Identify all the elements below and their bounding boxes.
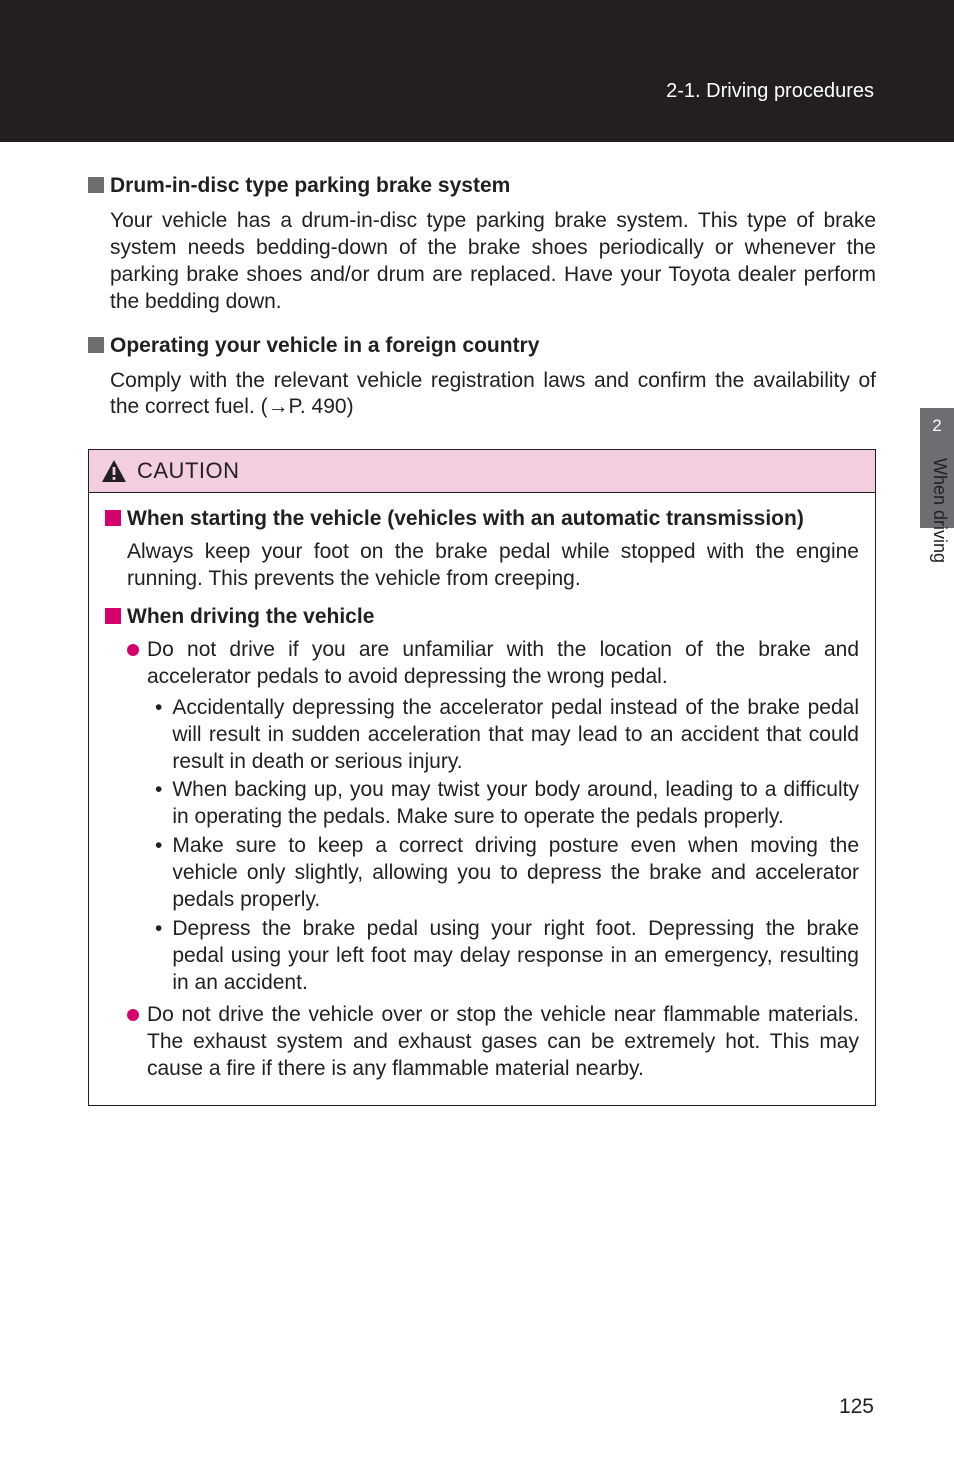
sub-item-text: Make sure to keep a correct driving post… — [172, 833, 859, 914]
section-title: Operating your vehicle in a foreign coun… — [110, 334, 539, 358]
caution-box: CAUTION When starting the vehicle (vehic… — [88, 449, 876, 1106]
caution-paragraph: Always keep your foot on the brake pedal… — [127, 539, 859, 593]
caution-label: CAUTION — [137, 458, 240, 484]
section-title: Drum-in-disc type parking brake system — [110, 174, 510, 198]
bullet-item: Do not drive if you are unfamiliar with … — [127, 637, 859, 691]
bullet-text: Do not drive if you are unfamiliar with … — [147, 637, 859, 691]
square-marker-icon — [105, 510, 121, 526]
section-paragraph: Comply with the relevant vehicle registr… — [110, 368, 876, 422]
caution-section-title: When driving the vehicle — [127, 605, 374, 629]
section-paragraph: Your vehicle has a drum-in-disc type par… — [110, 208, 876, 316]
caution-header: CAUTION — [89, 450, 875, 493]
sub-item: • Depress the brake pedal using your rig… — [155, 916, 859, 997]
breadcrumb: 2-1. Driving procedures — [666, 80, 874, 103]
caution-body: When starting the vehicle (vehicles with… — [89, 493, 875, 1105]
section-heading: Drum-in-disc type parking brake system — [88, 174, 876, 198]
caution-section-title: When starting the vehicle (vehicles with… — [127, 507, 804, 531]
bullet-dot-icon — [127, 1009, 139, 1021]
caution-section-heading: When starting the vehicle (vehicles with… — [105, 507, 859, 531]
sub-item: • Accidentally depressing the accelerato… — [155, 695, 859, 776]
square-marker-icon — [88, 337, 104, 353]
sub-bullet-icon: • — [155, 777, 162, 831]
sub-item-text: Depress the brake pedal using your right… — [172, 916, 859, 997]
sub-bullet-icon: • — [155, 695, 162, 776]
sub-item-text: Accidentally depressing the accelerator … — [172, 695, 859, 776]
header-band: 2-1. Driving procedures — [0, 0, 954, 142]
square-marker-icon — [105, 608, 121, 624]
sub-list: • Accidentally depressing the accelerato… — [155, 695, 859, 997]
sub-bullet-icon: • — [155, 916, 162, 997]
bullet-text: Do not drive the vehicle over or stop th… — [147, 1002, 859, 1083]
chapter-number: 2 — [920, 416, 954, 436]
bullet-dot-icon — [127, 644, 139, 656]
warning-triangle-icon — [101, 459, 127, 483]
caution-section-heading: When driving the vehicle — [105, 605, 859, 629]
bullet-item: Do not drive the vehicle over or stop th… — [127, 1002, 859, 1083]
sub-item-text: When backing up, you may twist your body… — [172, 777, 859, 831]
sub-item: • Make sure to keep a correct driving po… — [155, 833, 859, 914]
chapter-label: When driving — [929, 458, 950, 563]
main-content: Drum-in-disc type parking brake system Y… — [0, 142, 954, 1106]
page-number: 125 — [839, 1395, 874, 1419]
square-marker-icon — [88, 177, 104, 193]
section-heading: Operating your vehicle in a foreign coun… — [88, 334, 876, 358]
sub-item: • When backing up, you may twist your bo… — [155, 777, 859, 831]
sub-bullet-icon: • — [155, 833, 162, 914]
